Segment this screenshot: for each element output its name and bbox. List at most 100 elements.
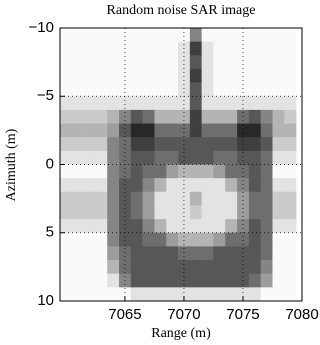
heat-cell <box>178 28 191 42</box>
heat-cell <box>189 219 202 234</box>
heat-cell <box>166 137 179 152</box>
heat-cell <box>225 191 238 206</box>
heat-cell <box>237 164 250 179</box>
heat-cell <box>213 28 226 42</box>
heat-cell <box>284 109 297 124</box>
heat-cell <box>71 246 84 261</box>
heat-cell <box>237 82 250 97</box>
heat-cell <box>166 219 179 234</box>
heat-cell <box>213 109 226 124</box>
heat-cell <box>178 82 191 97</box>
y-tick-label: −10 <box>29 19 54 36</box>
heat-cell <box>178 164 191 179</box>
heat-cell <box>60 205 73 220</box>
heat-cell <box>60 191 73 206</box>
heat-cell <box>107 55 120 70</box>
heat-cell <box>154 123 167 138</box>
heat-cell <box>60 109 73 124</box>
heat-cell <box>142 150 155 165</box>
heat-cell <box>225 109 238 124</box>
heat-cell <box>201 273 214 288</box>
y-tick-label: 5 <box>46 224 54 241</box>
heat-cell <box>83 150 96 165</box>
heat-cell <box>201 41 214 56</box>
heat-cell <box>178 68 191 83</box>
heat-cell <box>178 123 191 138</box>
heat-cell <box>237 260 250 274</box>
heat-cell <box>95 28 108 42</box>
heat-cell <box>284 96 297 111</box>
heat-cell <box>83 260 96 274</box>
heat-cell <box>248 150 261 165</box>
heat-cell <box>119 260 132 274</box>
heat-cell <box>130 260 143 274</box>
heat-cell <box>201 137 214 152</box>
heat-cell <box>213 123 226 138</box>
heat-cell <box>142 82 155 97</box>
heat-cell <box>130 82 143 97</box>
heat-cell <box>201 232 214 247</box>
heat-cell <box>213 164 226 179</box>
heat-cell <box>260 123 273 138</box>
heat-cell <box>272 82 285 97</box>
plot-frame <box>59 27 303 302</box>
heat-cell <box>166 191 179 206</box>
heat-cell <box>60 55 73 70</box>
heat-cell <box>189 260 202 274</box>
heat-cell <box>189 150 202 165</box>
heat-cell <box>130 55 143 70</box>
heat-cell <box>71 68 84 83</box>
heat-cell <box>60 41 73 56</box>
heat-cell <box>272 96 285 111</box>
heat-cell <box>213 287 226 302</box>
heat-cell <box>83 232 96 247</box>
heat-cell <box>71 205 84 220</box>
heat-cell <box>189 287 202 302</box>
heat-cell <box>260 68 273 83</box>
heat-cell <box>154 287 167 302</box>
heat-cell <box>201 55 214 70</box>
heat-cell <box>95 137 108 152</box>
heat-cell <box>166 287 179 302</box>
heat-cell <box>272 205 285 220</box>
heat-cell <box>260 82 273 97</box>
heat-cell <box>237 68 250 83</box>
heat-cell <box>60 178 73 193</box>
heat-cell <box>166 164 179 179</box>
heat-cell <box>166 150 179 165</box>
heat-cell <box>260 109 273 124</box>
y-axis-label: Azimuth (m) <box>4 128 19 201</box>
heat-cell <box>189 28 202 42</box>
heat-cell <box>154 41 167 56</box>
heat-cell <box>130 273 143 288</box>
heat-cell <box>213 96 226 111</box>
heat-cell <box>130 41 143 56</box>
heat-cell <box>107 260 120 274</box>
heat-cell <box>225 55 238 70</box>
heat-cell <box>284 205 297 220</box>
heat-cell <box>189 137 202 152</box>
heat-cell <box>284 137 297 152</box>
heat-cell <box>107 191 120 206</box>
heat-cell <box>95 178 108 193</box>
heat-cell <box>142 246 155 261</box>
heat-cell <box>83 191 96 206</box>
heat-cell <box>142 55 155 70</box>
heat-cell <box>130 137 143 152</box>
heat-cell <box>107 123 120 138</box>
heat-cell <box>107 68 120 83</box>
heat-cell <box>201 109 214 124</box>
heat-cell <box>107 246 120 261</box>
heat-cell <box>178 150 191 165</box>
heat-cell <box>95 150 108 165</box>
heat-cell <box>95 96 108 111</box>
heat-cell <box>83 109 96 124</box>
heat-cell <box>142 287 155 302</box>
heat-cell <box>142 205 155 220</box>
heat-cell <box>260 246 273 261</box>
heat-cell <box>213 205 226 220</box>
heat-cell <box>71 178 84 193</box>
heat-cell <box>71 287 84 302</box>
heat-cell <box>178 260 191 274</box>
heat-cell <box>119 232 132 247</box>
